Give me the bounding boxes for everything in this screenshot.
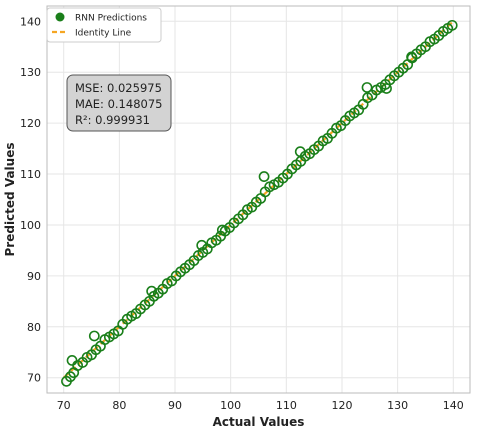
plot-frame (46, 5, 471, 394)
data-point (216, 224, 228, 236)
x-tick-label: 120 (331, 399, 352, 412)
y-tick-label: 120 (20, 117, 41, 130)
axis-ticks: 70 80 90 100 110 120 130 140 70 80 90 100 110 120 130 1… (20, 15, 464, 412)
data-point (406, 51, 417, 63)
y-tick-label: 130 (20, 66, 41, 79)
data-point (361, 82, 373, 93)
data-point (146, 285, 158, 297)
x-tick-label: 80 (112, 399, 126, 412)
data-point (258, 171, 270, 182)
legend-label-predictions: RNN Predictions (75, 14, 147, 24)
data-point (66, 355, 78, 366)
stats-mse: MSE: 0.025975 (75, 81, 162, 95)
y-tick-label: 140 (20, 15, 41, 28)
x-tick-label: 70 (57, 399, 71, 412)
legend: RNN Predictions Identity Line (46, 7, 162, 43)
data-point (88, 330, 100, 342)
y-tick-label: 90 (27, 270, 41, 283)
data-point (196, 239, 208, 251)
y-tick-label: 110 (20, 168, 41, 181)
stats-r2: R²: 0.999931 (75, 113, 150, 127)
stats-box: MSE: 0.025975 MAE: 0.148075 R²: 0.999931 (66, 74, 172, 132)
x-axis-title: Actual Values (213, 415, 305, 429)
legend-box (46, 7, 162, 43)
legend-label-identity: Identity Line (75, 29, 132, 39)
y-tick-label: 100 (20, 219, 41, 232)
y-tick-label: 80 (27, 321, 41, 334)
x-tick-label: 140 (443, 399, 464, 412)
data-point (381, 83, 392, 94)
stats-box-background (66, 74, 172, 132)
x-tick-label: 90 (168, 399, 182, 412)
data-point (294, 146, 306, 158)
stats-mae: MAE: 0.148075 (75, 97, 162, 111)
legend-marker-predictions (55, 12, 65, 22)
data-points (61, 19, 458, 387)
x-tick-label: 100 (220, 399, 241, 412)
grid (47, 6, 470, 393)
y-tick-label: 70 (27, 372, 41, 385)
data-point (446, 19, 458, 31)
y-axis-title: Predicted Values (3, 143, 17, 257)
x-tick-label: 110 (276, 399, 297, 412)
x-tick-label: 130 (387, 399, 408, 412)
